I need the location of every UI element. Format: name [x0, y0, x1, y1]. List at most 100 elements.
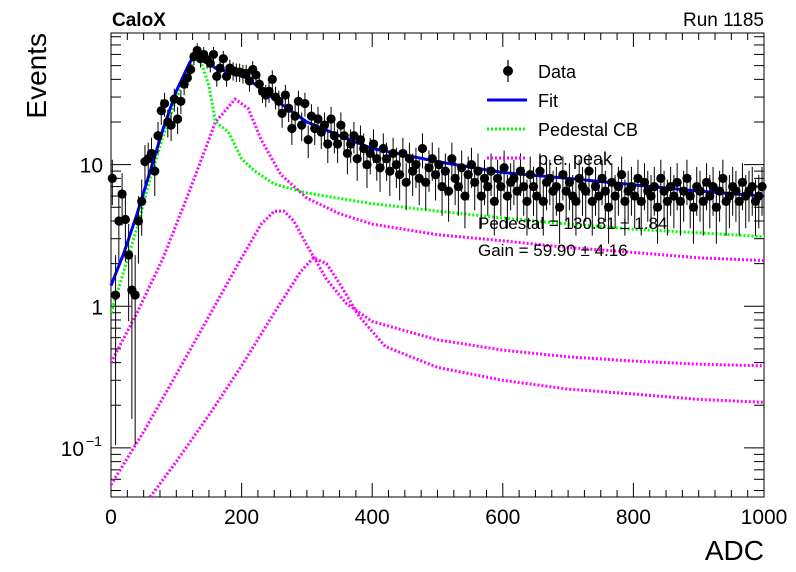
data-point — [133, 216, 144, 226]
data-point — [555, 202, 565, 212]
data-point — [212, 71, 222, 81]
data-point — [581, 186, 591, 196]
data-point — [679, 186, 689, 196]
data-point — [427, 154, 437, 164]
experiment-label: CaloX — [112, 10, 166, 31]
data-point — [137, 196, 147, 207]
data-point — [551, 181, 561, 192]
data-point — [584, 166, 594, 176]
pedestal-annotation: Pedestal = 130.81 ± 1.84 — [478, 214, 667, 233]
data-point — [603, 202, 614, 212]
data-point — [574, 173, 584, 183]
data-point — [323, 139, 333, 149]
data-point — [186, 64, 196, 75]
data-point — [346, 139, 356, 149]
data-point — [731, 186, 741, 196]
legend-label-fit: Fit — [538, 91, 558, 111]
legend-label-data: Data — [538, 62, 577, 82]
data-point — [649, 181, 659, 192]
data-point — [287, 123, 297, 134]
data-point — [463, 170, 473, 180]
data-point — [146, 148, 157, 159]
data-point — [110, 290, 121, 300]
data-point — [150, 166, 160, 176]
data-point — [267, 74, 277, 84]
data-point — [417, 143, 428, 154]
data-point — [365, 148, 375, 159]
data-point — [669, 191, 679, 201]
legend-label-pedestal: Pedestal CB — [538, 120, 638, 140]
data-point — [156, 106, 166, 116]
data-point — [316, 127, 326, 137]
data-point — [176, 96, 186, 106]
x-axis-title: ADC — [705, 535, 764, 566]
data-point — [695, 186, 705, 196]
data-point — [221, 71, 232, 81]
data-point — [672, 177, 682, 187]
data-point — [300, 98, 310, 109]
data-point — [545, 173, 555, 183]
data-point — [424, 163, 434, 173]
data-point — [626, 181, 637, 192]
data-point — [342, 148, 352, 159]
data-point — [124, 250, 134, 260]
data-point — [437, 181, 447, 192]
data-point — [166, 120, 176, 130]
data-point — [457, 163, 467, 173]
data-point — [173, 114, 183, 124]
data-point — [590, 181, 601, 192]
data-point — [496, 181, 506, 192]
data-point — [297, 120, 307, 130]
data-point — [329, 131, 339, 141]
data-point — [398, 148, 408, 159]
data-point — [610, 191, 620, 201]
data-point — [630, 191, 640, 201]
data-point — [244, 76, 255, 86]
data-point — [453, 181, 463, 192]
x-tick-label: 600 — [485, 506, 520, 529]
data-point — [381, 154, 392, 164]
data-point — [251, 70, 261, 80]
x-tick-label: 1000 — [741, 506, 788, 529]
plot-area-frame — [110, 32, 765, 498]
data-point — [372, 154, 382, 164]
data-point — [378, 143, 388, 154]
data-point — [532, 191, 542, 201]
data-points — [107, 43, 767, 446]
data-point — [708, 181, 718, 192]
pe-peak-curve — [109, 97, 765, 364]
data-point — [430, 170, 441, 180]
data-point — [336, 120, 346, 130]
data-point — [564, 177, 575, 187]
data-point — [303, 135, 313, 145]
data-point — [352, 154, 362, 164]
data-point — [182, 73, 193, 83]
data-point — [509, 173, 519, 183]
fit-curves — [109, 50, 765, 498]
data-point — [476, 191, 486, 201]
data-point — [411, 160, 421, 170]
x-tick-label: 400 — [355, 506, 390, 529]
data-point — [319, 120, 330, 130]
data-point — [528, 181, 539, 192]
data-point — [718, 173, 728, 183]
data-point — [698, 196, 708, 207]
data-point — [205, 58, 215, 68]
y-tick-label: 10 — [61, 438, 84, 461]
data-point — [512, 186, 522, 196]
data-point — [688, 202, 699, 212]
y-tick-label: 10 — [80, 155, 103, 178]
data-point — [284, 103, 294, 113]
pedestal-cb-curve — [109, 53, 765, 314]
data-point — [525, 170, 535, 180]
data-point — [391, 160, 401, 170]
data-point — [395, 170, 405, 180]
data-point — [434, 160, 444, 170]
data-point — [120, 214, 130, 225]
data-point — [594, 191, 604, 201]
data-point — [714, 186, 725, 196]
data-point — [208, 49, 219, 60]
y-axis-title: Events — [21, 33, 52, 119]
data-point — [280, 90, 290, 100]
data-point — [538, 196, 548, 207]
